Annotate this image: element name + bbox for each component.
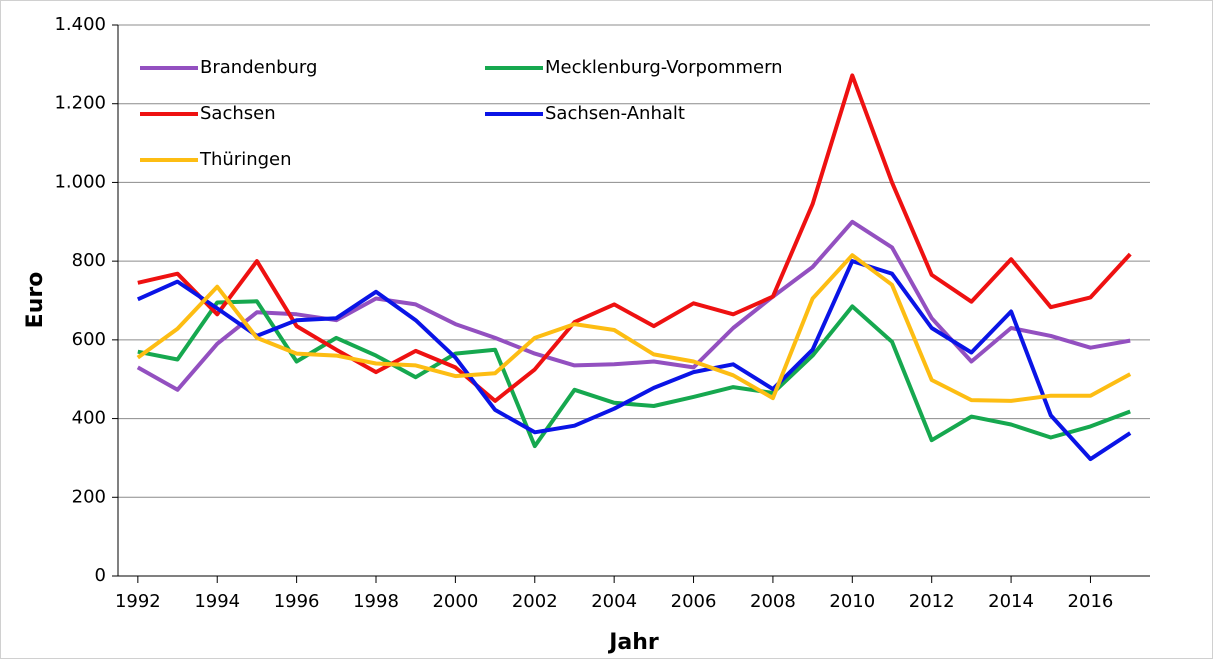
y-tick-label: 800 bbox=[72, 250, 106, 271]
x-tick-label: 2002 bbox=[512, 591, 558, 612]
legend-label: Sachsen-Anhalt bbox=[545, 103, 685, 124]
x-tick-label: 2014 bbox=[988, 591, 1034, 612]
x-tick-label: 2000 bbox=[432, 591, 478, 612]
y-tick-label: 1.000 bbox=[54, 171, 106, 192]
legend-label: Mecklenburg-Vorpommern bbox=[545, 57, 783, 78]
series-line bbox=[137, 73, 1132, 403]
y-axis-title: Euro bbox=[23, 272, 48, 329]
x-tick-label: 2006 bbox=[671, 591, 717, 612]
x-tick-label: 1994 bbox=[194, 591, 240, 612]
x-tick-label: 2016 bbox=[1068, 591, 1114, 612]
x-tick-label: 2012 bbox=[909, 591, 955, 612]
series-line bbox=[136, 259, 1132, 462]
x-axis-title: Jahr bbox=[607, 630, 659, 655]
y-tick-label: 200 bbox=[72, 486, 106, 507]
series-line bbox=[137, 299, 1131, 449]
x-tick-label: 2004 bbox=[591, 591, 637, 612]
series-line bbox=[136, 219, 1131, 392]
x-tick-label: 1992 bbox=[115, 591, 161, 612]
series-line bbox=[136, 253, 1132, 403]
x-tick-label: 1996 bbox=[274, 591, 320, 612]
y-tick-label: 1.200 bbox=[54, 93, 106, 114]
y-tick-label: 1.400 bbox=[54, 14, 106, 35]
x-tick-label: 2008 bbox=[750, 591, 796, 612]
legend-label: Thüringen bbox=[199, 149, 292, 170]
x-tick-label: 2010 bbox=[829, 591, 875, 612]
y-tick-label: 0 bbox=[95, 565, 106, 586]
y-tick-label: 600 bbox=[72, 329, 106, 350]
y-tick-label: 400 bbox=[72, 408, 106, 429]
legend-label: Brandenburg bbox=[200, 57, 317, 78]
x-tick-label: 1998 bbox=[353, 591, 399, 612]
legend-label: Sachsen bbox=[200, 103, 276, 124]
